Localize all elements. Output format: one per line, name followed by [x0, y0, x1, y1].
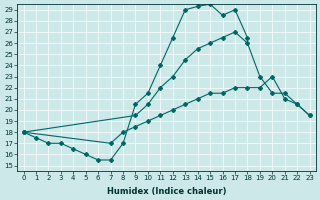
X-axis label: Humidex (Indice chaleur): Humidex (Indice chaleur) [107, 187, 226, 196]
